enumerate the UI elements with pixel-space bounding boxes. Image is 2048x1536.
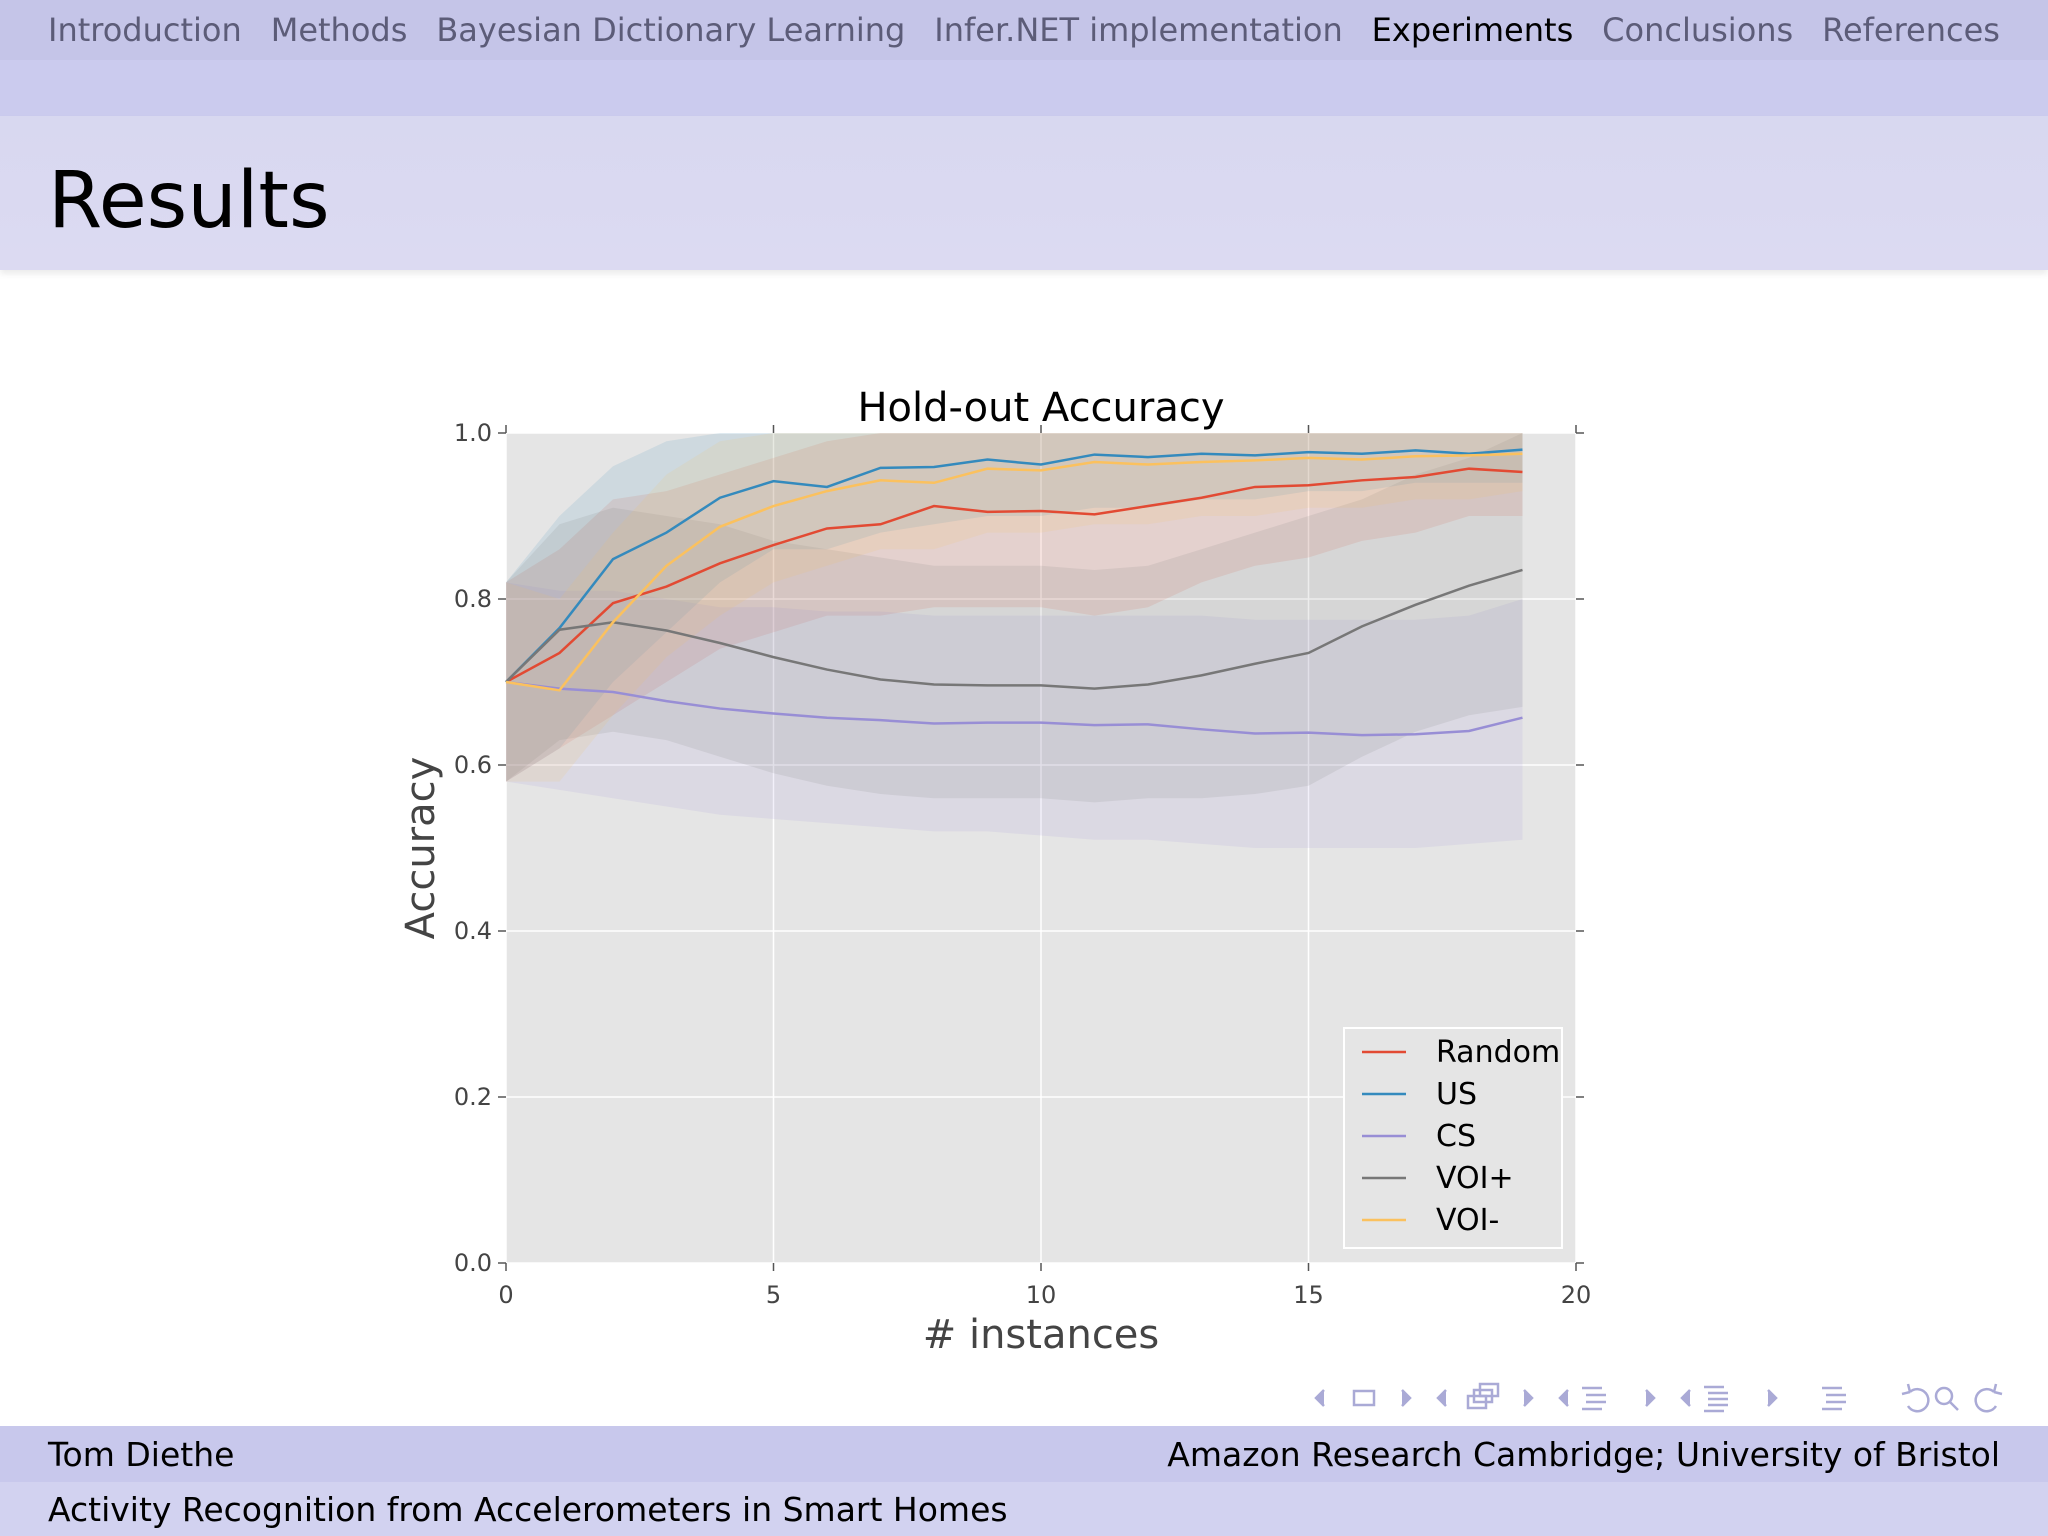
section-prev-icon[interactable] xyxy=(1558,1389,1569,1407)
series-line-random xyxy=(505,467,1523,684)
legend: Random US CS VOI+ VOI- xyxy=(1343,1027,1563,1249)
x-tick-label: 15 xyxy=(1293,1281,1324,1309)
beamer-navigation xyxy=(1314,1382,2003,1413)
section-navigation: Introduction Methods Bayesian Dictionary… xyxy=(0,0,2048,60)
y-tick-label: 0.6 xyxy=(454,751,492,779)
nav-tab-bayesian-dictionary-learning[interactable]: Bayesian Dictionary Learning xyxy=(436,11,906,49)
subsection-bar xyxy=(0,60,2048,116)
confidence-band-voi-plus xyxy=(506,433,1523,803)
frame-icon[interactable] xyxy=(1352,1389,1376,1407)
nav-tab-references[interactable]: References xyxy=(1822,11,2000,49)
slide-title: Results xyxy=(48,156,330,246)
outline-icon[interactable] xyxy=(1822,1386,1846,1411)
y-tick-label: 0.8 xyxy=(454,585,492,613)
confidence-band-random xyxy=(506,433,1523,782)
footer-talk-title: Activity Recognition from Accelerometers… xyxy=(48,1489,1008,1529)
frame-title-bar: Results xyxy=(0,116,2048,270)
y-tick-label: 0.2 xyxy=(454,1083,492,1111)
nav-tab-experiments[interactable]: Experiments xyxy=(1371,11,1574,49)
legend-label-us: US xyxy=(1436,1077,1477,1112)
footer-author: Tom Diethe xyxy=(48,1434,235,1474)
legend-label-cs: CS xyxy=(1436,1119,1476,1154)
nav-tab-infernet-implementation[interactable]: Infer.NET implementation xyxy=(934,11,1343,49)
x-tick-label: 20 xyxy=(1561,1281,1592,1309)
x-axis-label: # instances xyxy=(923,1312,1160,1358)
y-tick-label: 0.0 xyxy=(454,1249,492,1277)
chart-title: Hold-out Accuracy xyxy=(857,385,1224,431)
subsection-next-icon[interactable] xyxy=(1523,1389,1534,1407)
confidence-band-us xyxy=(506,433,1523,782)
footer-affiliation: Amazon Research Cambridge; University of… xyxy=(1167,1434,2000,1474)
document-icon[interactable] xyxy=(1704,1385,1728,1413)
confidence-band-cs xyxy=(506,582,1523,848)
frame-next-icon[interactable] xyxy=(1401,1389,1412,1407)
subsection-prev-icon[interactable] xyxy=(1436,1389,1447,1407)
y-tick-label: 0.4 xyxy=(454,917,492,945)
section-next-icon[interactable] xyxy=(1645,1389,1656,1407)
nav-tab-methods[interactable]: Methods xyxy=(270,11,408,49)
x-tick-label: 0 xyxy=(498,1281,513,1309)
accuracy-chart: 0 5 10 15 20 0.0 0.2 0.4 0.6 0.8 1.0 Hold-out Accu… xyxy=(398,385,1592,1358)
y-tick-label: 1.0 xyxy=(454,419,492,447)
series-line-us xyxy=(505,448,1523,683)
section-icon[interactable] xyxy=(1582,1386,1606,1411)
legend-label-voi-minus: VOI- xyxy=(1436,1203,1499,1238)
x-tick-label: 10 xyxy=(1026,1281,1057,1309)
series-line-voi-plus xyxy=(505,568,1523,690)
series-line-cs xyxy=(505,680,1523,737)
y-axis-label: Accuracy xyxy=(398,757,444,940)
document-prev-icon[interactable] xyxy=(1680,1389,1691,1407)
x-tick-label: 5 xyxy=(766,1281,781,1309)
legend-label-voi-plus: VOI+ xyxy=(1436,1161,1514,1196)
subsection-icon[interactable] xyxy=(1466,1382,1500,1410)
frame-prev-icon[interactable] xyxy=(1314,1389,1325,1407)
confidence-band-voi-minus xyxy=(506,433,1523,782)
nav-tab-conclusions[interactable]: Conclusions xyxy=(1602,11,1794,49)
legend-label-random: Random xyxy=(1436,1035,1560,1070)
document-next-icon[interactable] xyxy=(1767,1389,1778,1407)
forward-icon[interactable] xyxy=(1974,1383,2003,1413)
back-icon[interactable] xyxy=(1901,1383,1930,1413)
footer-title-bar: Activity Recognition from Accelerometers… xyxy=(0,1482,2048,1536)
series-line-voi-minus xyxy=(505,452,1523,692)
search-icon[interactable] xyxy=(1934,1386,1959,1411)
footer-author-bar: Tom Diethe Amazon Research Cambridge; Un… xyxy=(0,1426,2048,1482)
nav-tab-introduction[interactable]: Introduction xyxy=(48,11,242,49)
